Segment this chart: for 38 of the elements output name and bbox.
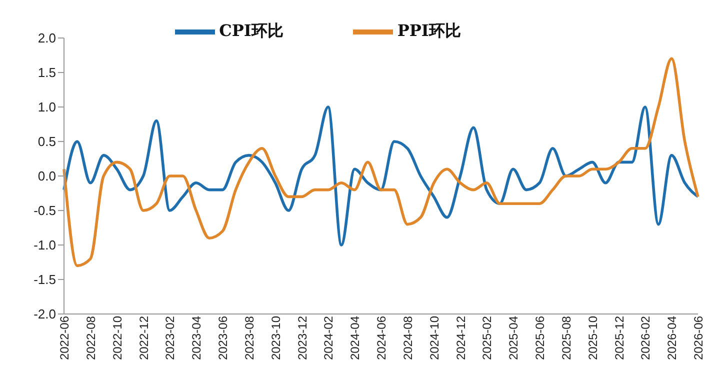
x-tick-label: 2024-08 — [400, 316, 415, 360]
legend-label: CPI环比 — [219, 21, 284, 40]
y-tick-label: 0.5 — [38, 134, 56, 150]
x-tick-label: 2022-10 — [110, 316, 124, 360]
y-tick-label: -0.5 — [34, 203, 56, 218]
x-tick-label: 2026-04 — [665, 316, 680, 360]
x-tick-label: 2024-06 — [374, 316, 389, 360]
x-tick-label: 2024-02 — [322, 316, 336, 360]
x-tick-label: 2023-08 — [242, 316, 256, 360]
y-tick-label: -2.0 — [34, 306, 56, 322]
legend-label: PPI环比 — [397, 21, 461, 40]
x-tick-label: 2022-12 — [136, 316, 151, 360]
x-tick-label: 2025-10 — [586, 316, 600, 360]
x-tick-label: 2023-12 — [295, 316, 310, 360]
x-tick-label: 2026-06 — [692, 316, 706, 360]
x-tick-label: 2025-04 — [506, 316, 521, 360]
x-tick-label: 2025-06 — [533, 316, 548, 360]
x-tick-label: 2023-10 — [268, 316, 283, 360]
line-series — [62, 106, 700, 246]
y-tick-label: 0.0 — [38, 168, 56, 184]
x-tick-label: 2026-02 — [638, 316, 653, 360]
x-tick-label: 2022-06 — [58, 316, 72, 360]
y-tick-label: -1.5 — [34, 272, 56, 288]
x-tick-label: 2025-12 — [612, 316, 626, 360]
x-tick-label: 2022-08 — [84, 316, 98, 360]
x-tick-label: 2023-02 — [163, 316, 178, 360]
y-tick-label: -1.0 — [34, 238, 56, 253]
x-tick-label: 2023-06 — [216, 316, 230, 360]
x-tick-label: 2024-10 — [427, 316, 442, 360]
y-tick-label: 2.0 — [38, 30, 56, 46]
x-tick-label: 2025-08 — [559, 316, 574, 360]
x-tick-label: 2024-04 — [348, 316, 362, 360]
line-series — [62, 57, 700, 268]
y-tick-label: 1.0 — [38, 100, 56, 115]
x-tick-label: 2024-12 — [454, 316, 468, 360]
x-tick-label: 2025-02 — [480, 316, 494, 360]
y-tick-label: 1.5 — [38, 65, 56, 80]
x-tick-label: 2023-04 — [190, 316, 204, 360]
